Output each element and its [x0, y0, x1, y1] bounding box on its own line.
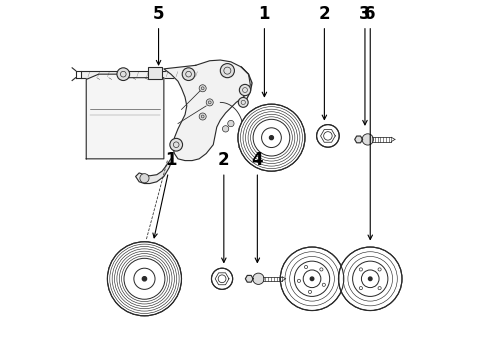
Text: 1: 1 [259, 5, 270, 96]
Circle shape [142, 277, 147, 281]
Circle shape [199, 113, 206, 120]
Circle shape [320, 268, 323, 271]
Circle shape [378, 287, 381, 290]
Circle shape [304, 265, 308, 269]
Circle shape [238, 98, 248, 107]
Text: 5: 5 [153, 5, 164, 65]
Circle shape [140, 174, 149, 183]
Circle shape [270, 136, 273, 140]
Circle shape [359, 268, 363, 271]
Circle shape [238, 104, 305, 171]
Text: 1: 1 [153, 152, 177, 238]
Circle shape [362, 270, 379, 288]
Circle shape [170, 138, 183, 151]
Circle shape [253, 119, 290, 156]
Text: 2: 2 [318, 5, 330, 120]
Circle shape [134, 268, 155, 289]
Circle shape [339, 247, 402, 311]
Text: 2: 2 [218, 152, 230, 262]
Circle shape [124, 258, 165, 299]
Circle shape [378, 268, 381, 271]
Text: 6: 6 [365, 5, 376, 239]
Circle shape [317, 125, 339, 147]
Circle shape [239, 84, 251, 96]
Circle shape [107, 242, 181, 316]
Circle shape [294, 261, 330, 296]
Circle shape [280, 247, 344, 311]
Polygon shape [86, 74, 164, 159]
Circle shape [322, 283, 325, 286]
Circle shape [206, 99, 213, 106]
Circle shape [222, 126, 229, 132]
Circle shape [368, 277, 372, 280]
Circle shape [182, 68, 195, 81]
Circle shape [228, 120, 234, 127]
Circle shape [310, 277, 314, 280]
Circle shape [359, 287, 363, 290]
Circle shape [199, 85, 206, 92]
Circle shape [303, 270, 321, 288]
Text: 3: 3 [359, 5, 371, 125]
FancyBboxPatch shape [81, 71, 203, 78]
Polygon shape [355, 136, 363, 143]
Circle shape [117, 68, 130, 81]
Polygon shape [245, 275, 253, 282]
Circle shape [362, 134, 373, 145]
Bar [148, 67, 162, 80]
Circle shape [262, 128, 281, 148]
Circle shape [297, 279, 300, 283]
Text: 4: 4 [251, 152, 263, 262]
Circle shape [220, 64, 234, 78]
Circle shape [212, 268, 233, 289]
Circle shape [253, 273, 264, 284]
Circle shape [308, 290, 312, 293]
Circle shape [353, 261, 388, 296]
Polygon shape [136, 159, 172, 184]
Polygon shape [164, 60, 250, 161]
